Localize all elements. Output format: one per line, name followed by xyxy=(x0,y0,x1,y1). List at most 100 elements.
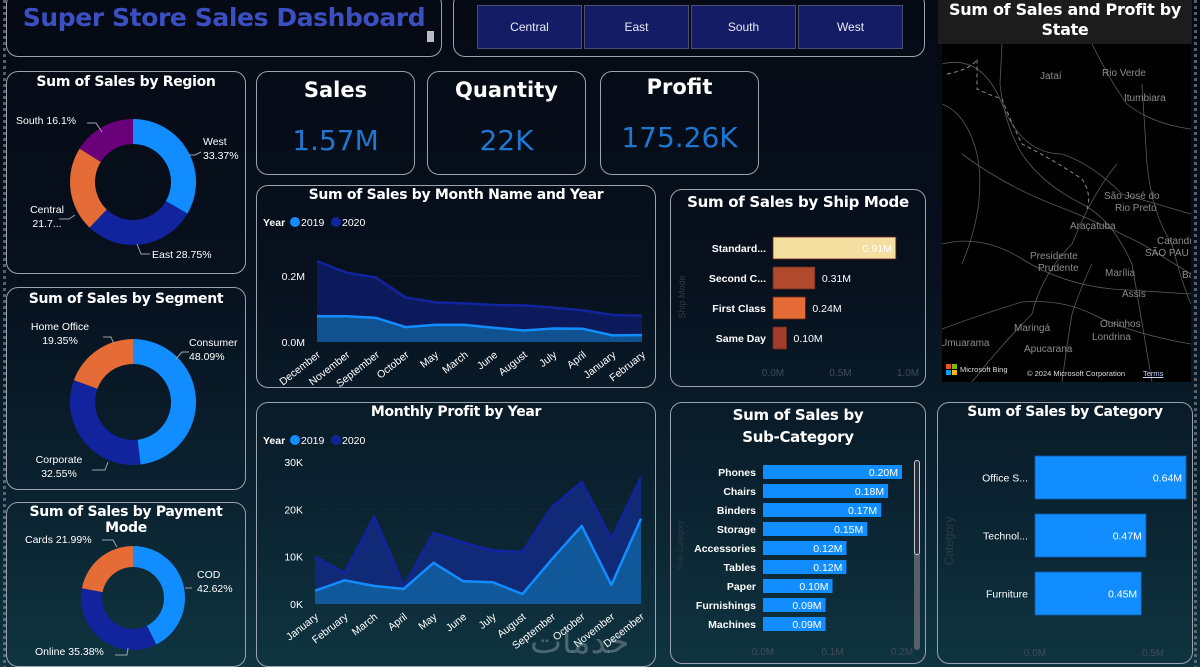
map-attribution: Microsoft Bing xyxy=(946,364,1008,375)
donut-data-label: East 28.75% xyxy=(152,249,212,261)
category-label: Standard... xyxy=(712,243,766,255)
bar xyxy=(1034,513,1147,558)
segment-donut-chart: Consumer 48.09% Corporate 32.55% Home Office… xyxy=(31,321,238,480)
region-donut-card: Sum of Sales by Region West 33.37% East 28… xyxy=(6,71,246,274)
map-place-label: Umuarama xyxy=(942,338,990,349)
slicer-button-east[interactable]: East xyxy=(584,5,689,49)
data-label: 0.18M xyxy=(855,486,884,498)
region-slicer: Central East South West xyxy=(453,0,925,57)
data-label: 0.17M xyxy=(848,505,877,517)
slicer-button-south[interactable]: South xyxy=(691,5,796,49)
kpi-value: 175.26K xyxy=(621,121,738,154)
bar xyxy=(763,579,833,593)
x-tick-label: 0.5M xyxy=(829,368,851,379)
sub-category-chart: Sub-Category Phones 0.20M Chairs 0.18M Binder… xyxy=(676,465,913,658)
payment-donut-card: Sum of Sales by Payment Mode COD 42.62% On… xyxy=(6,502,246,667)
data-label: 0.10M xyxy=(794,333,823,345)
slicer-button-west[interactable]: West xyxy=(798,5,903,49)
title-card: Super Store Sales Dashboard xyxy=(6,0,442,57)
kpi-card-profit: Profit 175.26K xyxy=(600,71,759,175)
y-tick-label: 10K xyxy=(284,552,303,564)
map-place-label: Maringá xyxy=(1014,323,1051,334)
donut-data-label: Central xyxy=(30,204,64,216)
donut-data-label: 19.35% xyxy=(42,335,78,347)
data-label: 0.12M xyxy=(813,562,842,574)
map-place-label: Marília xyxy=(1105,268,1135,279)
category-label: Chairs xyxy=(723,486,756,498)
sales-profit-map[interactable]: Jataí Rio Verde Itumbiara São José do Rio Pr… xyxy=(942,44,1191,382)
donut-slice-central xyxy=(69,148,107,228)
sales-by-month-chart: Year 2019 20200.0M0.2MDecemberNovemberSept… xyxy=(263,217,648,389)
leader-line xyxy=(59,214,76,220)
legend-title: Year xyxy=(263,435,285,447)
map-place-label: Londrina xyxy=(1092,332,1131,343)
map-place-label: Jataí xyxy=(1040,71,1062,82)
scroll-handle[interactable] xyxy=(427,31,434,42)
legend-label-2020: 2020 xyxy=(342,217,366,229)
map-place-label: Prudente xyxy=(1038,263,1079,274)
chart-title-line: State xyxy=(1041,20,1089,39)
legend-marker-2019 xyxy=(290,217,300,227)
kpi-card-quantity: Quantity 22K xyxy=(427,71,586,175)
category-label: Accessories xyxy=(694,543,756,555)
map-place-label: Itumbiara xyxy=(1124,93,1166,104)
category-label: Same Day xyxy=(716,333,766,345)
data-label: 0.15M xyxy=(834,524,863,536)
map-place-label: Rio Preto xyxy=(1115,203,1157,214)
slicer-button-central[interactable]: Central xyxy=(477,5,582,49)
kpi-card-sales: Sales 1.57M xyxy=(256,71,415,175)
x-tick-label: March xyxy=(440,349,471,377)
map-terms-link[interactable]: Terms xyxy=(1143,369,1164,378)
x-tick-label: 0.0M xyxy=(752,647,774,658)
map-brand: Microsoft Bing xyxy=(960,365,1008,374)
scrollbar-thumb[interactable] xyxy=(914,460,920,555)
chart-title-line: Sub-Category xyxy=(742,428,854,446)
bar xyxy=(763,617,826,631)
microsoft-logo-icon xyxy=(946,364,957,375)
chart-title-line: Sum of Sales by xyxy=(732,406,864,424)
kpi-label: Quantity xyxy=(455,78,558,102)
donut-data-label: West xyxy=(203,136,227,148)
x-tick-label: April xyxy=(386,611,410,633)
donut-data-label: 48.09% xyxy=(189,351,225,363)
map-place-label: Ourinhos xyxy=(1100,319,1141,330)
leader-line xyxy=(175,351,189,360)
x-tick-label: May xyxy=(416,610,440,632)
data-label: 0.12M xyxy=(813,543,842,555)
donut-data-label: Online 35.38% xyxy=(35,646,104,658)
bar xyxy=(763,541,847,555)
bar xyxy=(763,522,868,536)
category-label: Binders xyxy=(717,505,756,517)
donut-data-label: Cards 21.99% xyxy=(25,534,92,546)
category-label: Tables xyxy=(724,562,757,574)
legend-marker-2020 xyxy=(331,217,341,227)
map-place-label: SÃO PAU xyxy=(1145,246,1189,259)
map-road xyxy=(942,301,1191,345)
leader-line xyxy=(102,539,118,548)
map-road xyxy=(961,153,1191,275)
category-chart: Category Office S... 0.64M Technol... 0.47M F… xyxy=(942,455,1187,659)
watermark: خدمات xyxy=(530,622,630,662)
chart-title: Sum of Sales by Payment Mode xyxy=(29,504,223,536)
legend-label-2020: 2020 xyxy=(342,435,366,447)
map-border xyxy=(946,58,1090,210)
category-label: Storage xyxy=(717,524,756,536)
donut-data-label: 33.37% xyxy=(203,150,239,162)
y-tick-label: 20K xyxy=(284,504,303,516)
donut-slice-cod xyxy=(133,546,185,645)
series-line-2020 xyxy=(316,259,643,317)
donut-data-label: COD xyxy=(197,569,221,581)
data-label: 0.91M xyxy=(863,243,892,255)
x-tick-label: July xyxy=(537,348,560,369)
x-tick-label: 1.0M xyxy=(897,368,919,379)
scrollbar-track[interactable] xyxy=(914,460,920,650)
donut-slice-cards xyxy=(81,546,133,593)
map-road xyxy=(999,44,1153,382)
donut-data-label: Home Office xyxy=(31,321,89,333)
sub-category-card: Sum of Sales by Sub-Category Sub-Categor… xyxy=(670,402,926,664)
y-axis-title: Ship Mode xyxy=(677,275,687,318)
chart-title-line: Sum of Sales and Profit by xyxy=(949,0,1181,19)
map-road xyxy=(1061,263,1093,382)
